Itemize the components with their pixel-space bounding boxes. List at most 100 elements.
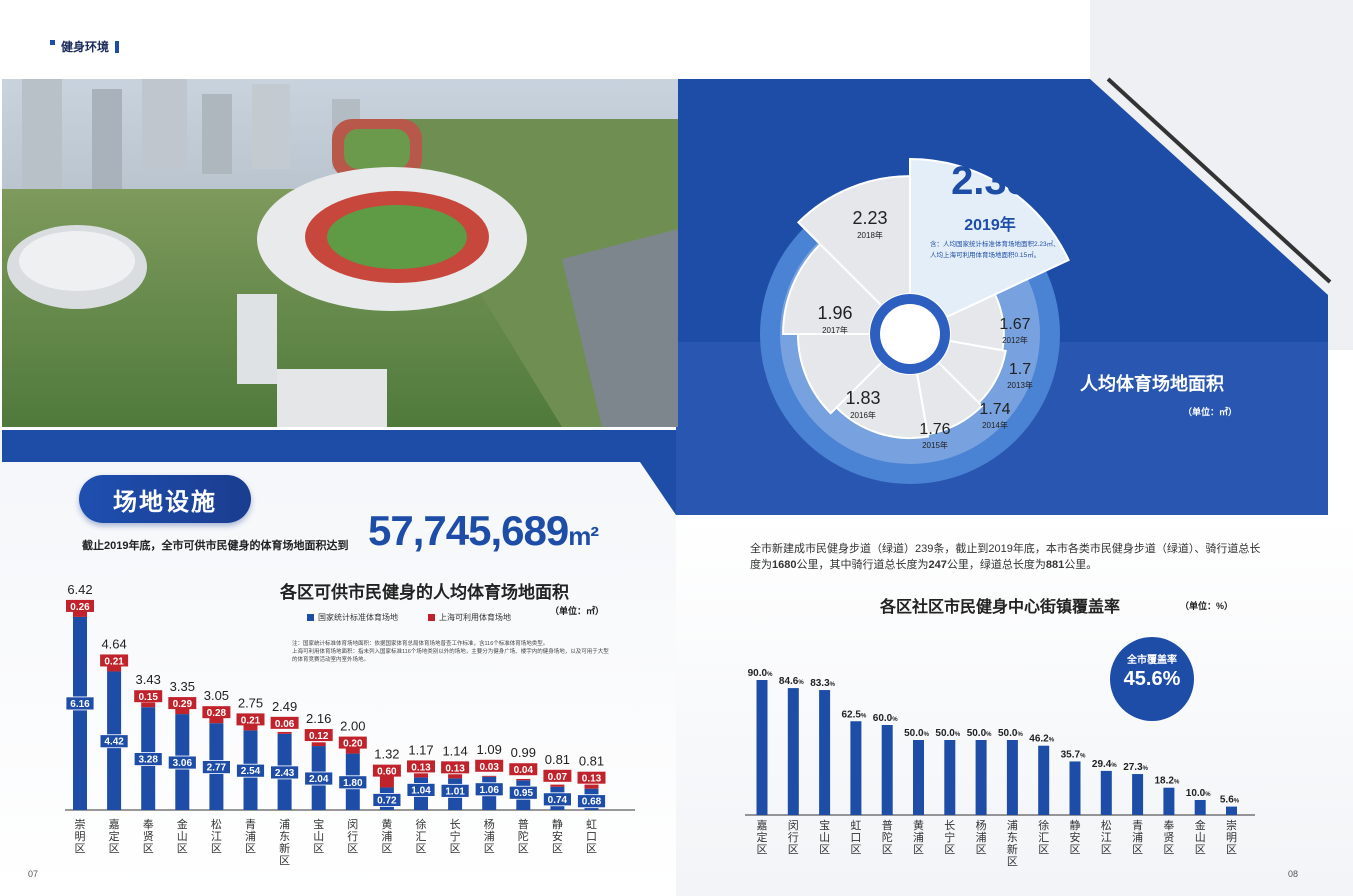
label-standard: 2.04 [309,774,329,785]
label-box-shanghai [168,697,197,710]
total-area-number: 57,745,689 [368,507,569,554]
category-label-char: 浦 [1132,831,1143,844]
category-label-char: 杨 [976,818,987,832]
coverage-label-value: 83.3 [810,678,830,689]
coverage-label-value: 60.0 [873,713,893,724]
category-label-char: 行 [347,830,358,843]
category-label-char: 杨 [484,817,495,831]
label-shanghai: 0.13 [582,774,602,785]
label-standard: 3.06 [173,758,193,769]
label-standard: 0.74 [548,795,568,806]
radial-year-label: 2014年 [982,420,1008,430]
label-box-standard [508,785,538,800]
legend-label-shanghai: 上海可利用体育场地 [439,613,511,622]
label-standard: 3.28 [138,755,158,766]
coverage-label-value: 5.6 [1220,795,1234,806]
coverage-bar [1194,800,1206,815]
category-label-char: 宁 [450,829,461,843]
district-area-bar-chart: 0.26 6.16 6.42 崇明区 0.21 4.42 4.64 嘉定区 0.15 3.28 3.… [65,582,635,867]
category-label-char: 贤 [143,830,154,843]
category-label-char: 浦 [279,818,290,831]
category-label-char: 松 [211,817,222,831]
coverage-label-suffix: % [830,682,836,688]
category-label-char: 浦 [484,830,495,843]
coverage-badge-label: 全市覆盖率 [1127,655,1177,666]
label-box-shanghai [577,771,606,784]
category-label-char: 区 [913,844,924,856]
radial-value-label: 2.23 [852,208,887,228]
label-box-standard [201,760,231,774]
label-box-standard [372,793,402,807]
label-box-standard [236,763,265,778]
category-label-char: 黄 [913,818,924,832]
section-tag: 健身环境 [50,38,120,55]
coverage-label-suffix: % [1049,738,1055,744]
label-shanghai: 0.21 [104,656,124,667]
bar-standard [73,616,87,810]
label-standard: 0.68 [582,797,602,808]
label-shanghai: 0.06 [275,719,295,730]
inner-hole [880,304,940,364]
coverage-label-value: 50.0 [967,728,987,739]
coverage-bar [1038,745,1050,815]
bar-shanghai [209,714,224,724]
label-total: 1.17 [408,742,433,757]
bar-shanghai [107,664,122,672]
category-label-char: 定 [757,830,768,844]
coverage-label-suffix: % [986,732,992,738]
coverage-label-suffix: % [1080,753,1086,759]
category-label-char: 闵 [347,817,358,831]
label-standard: 1.06 [479,785,499,796]
legend-swatch-blue [307,614,314,622]
category-label-char: 长 [450,818,461,831]
label-box-standard [440,783,470,798]
radial-value-label: 1.76 [919,421,950,438]
category-label-char: 普 [518,817,529,831]
category-label-char: 区 [450,843,461,855]
coverage-bar [1006,740,1018,815]
category-label-char: 宁 [944,830,955,844]
label-standard: 2.54 [241,766,261,777]
category-label-char: 区 [381,843,392,855]
radial-chart-title: 人均体育场地面积 [1080,374,1224,394]
category-label-char: 口 [586,831,597,843]
category-label-char: 新 [1007,842,1018,856]
bar-chart-note: 注：国家统计标准体育场地面积：依据国家体育总局体育场地普查工作标准，含116个标… [292,640,612,664]
label-standard: 4.42 [104,737,124,748]
category-label-char: 黄 [381,817,392,831]
bar-shanghai [243,723,258,731]
label-standard: 2.77 [207,763,227,774]
label-shanghai: 0.15 [138,692,158,703]
category-label-char: 崇 [1226,819,1237,832]
walkway-text-1: 全市新建成市民健身步道（绿道）239条，截止到2019年底，本市各类市民健身步道… [750,543,1261,571]
category-label-char: 徐 [416,817,427,831]
label-box-standard [133,752,163,766]
label-total: 1.32 [374,747,399,762]
label-box-shanghai [66,599,94,612]
label-shanghai: 0.13 [411,762,431,773]
category-label-char: 虹 [850,819,861,832]
coverage-badge-value: 45.6% [1123,668,1181,690]
stadium-illustration [2,79,678,427]
label-box-shanghai [338,736,367,749]
category-label-char: 江 [1101,831,1112,844]
total-area-prefix: 截止2019年底，全市可供市民健身的体育场地面积达到 [82,540,349,552]
coverage-bar [1163,787,1175,815]
label-shanghai: 0.26 [70,602,90,613]
category-label-char: 区 [416,843,427,855]
category-label-char: 区 [1195,844,1206,856]
walkway-text-4: 公里。 [1064,559,1098,571]
radial-value-label: 2.38 [951,159,1029,203]
category-label-char: 区 [484,843,495,855]
label-standard: 6.16 [70,699,90,710]
category-label-char: 区 [518,843,529,855]
walkway-paragraph: 全市新建成市民健身步道（绿道）239条，截止到2019年底，本市各类市民健身步道… [750,541,1270,573]
category-label-char: 区 [552,843,563,855]
category-label-char: 新 [279,841,290,855]
label-box-standard [99,734,129,749]
category-label-char: 区 [1007,856,1018,868]
coverage-label-suffix: % [1174,780,1180,786]
bar-shanghai [550,784,565,787]
coverage-label-value: 50.0 [904,728,924,739]
label-total: 3.43 [136,672,161,687]
